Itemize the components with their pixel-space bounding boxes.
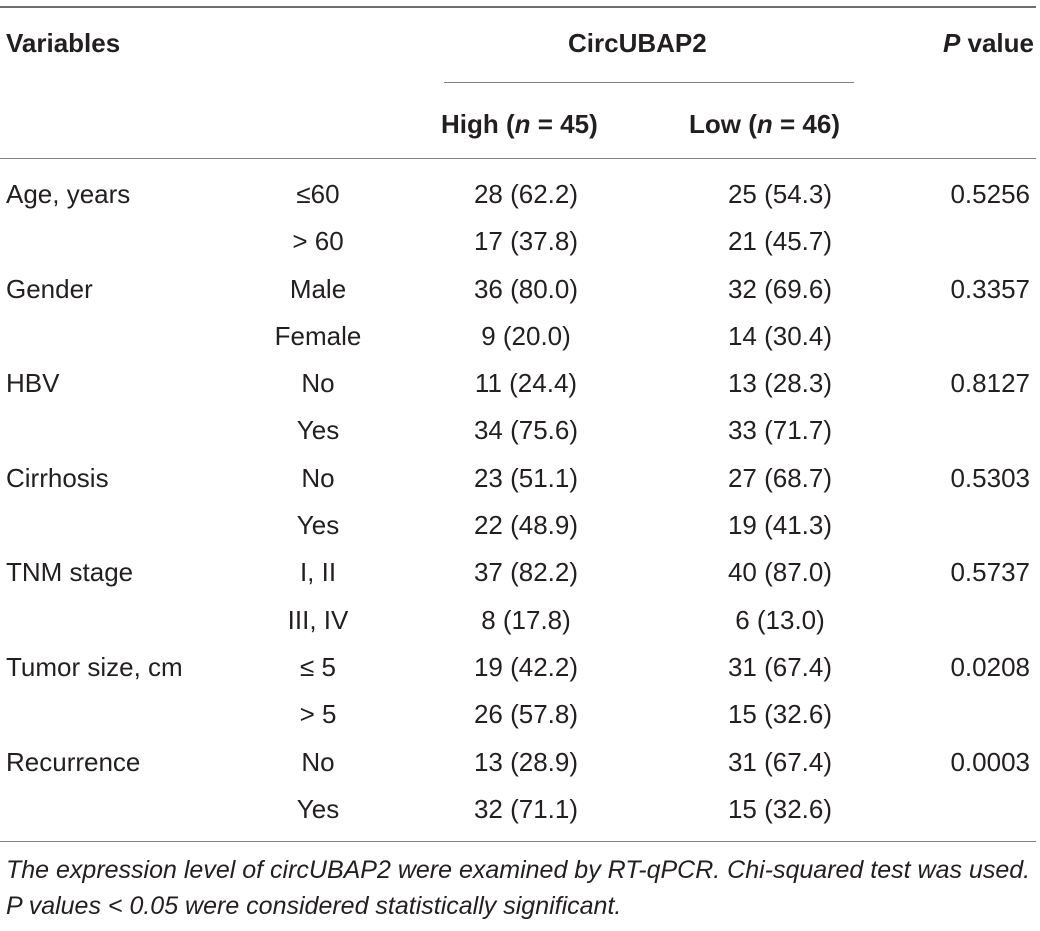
cell-high: 26 (57.8) (473, 699, 579, 730)
cell-variable: Tumor size, cm (6, 651, 183, 682)
low-suffix: = 46) (772, 109, 840, 139)
cell-p-value: 0.5737 (950, 557, 1030, 588)
cell-low: 25 (54.3) (727, 179, 833, 209)
cell-high: 32 (71.1) (473, 793, 579, 824)
table-row: III, IV 8 (17.8) 6 (13.0) (0, 597, 1040, 644)
header-p-value: P value (943, 28, 1034, 58)
cell-low: 13 (28.3) (727, 368, 833, 399)
cell-high: 37 (82.2) (473, 557, 579, 588)
cell-high: 22 (48.9) (473, 510, 579, 541)
cell-variable: Cirrhosis (6, 462, 109, 493)
cell-high: 19 (42.2) (473, 651, 579, 682)
cell-subgroup: Yes (296, 510, 340, 541)
cell-high: 8 (17.8) (481, 604, 571, 635)
cell-variable: Recurrence (6, 746, 141, 777)
cell-low: 27 (68.7) (727, 462, 833, 493)
cell-variable: HBV (6, 368, 60, 399)
cell-high: 28 (62.2) (473, 179, 579, 209)
cell-subgroup: No (301, 368, 335, 399)
table-row: Yes 34 (75.6) 33 (71.7) (0, 407, 1040, 454)
cell-variable: Age, years (6, 179, 131, 209)
cell-subgroup: ≤60 (296, 179, 340, 209)
cell-subgroup: Yes (296, 793, 340, 824)
header-high: High (n = 45) (441, 109, 598, 139)
header-rule (0, 158, 1036, 159)
cell-low: 33 (71.7) (727, 415, 833, 446)
table-row: > 60 17 (37.8) 21 (45.7) (0, 218, 1040, 265)
p-italic: P (942, 28, 961, 58)
table-row: Yes 32 (71.1) 15 (32.6) (0, 786, 1040, 833)
cell-low: 15 (32.6) (727, 793, 833, 824)
cell-high: 17 (37.8) (473, 226, 579, 257)
high-suffix: = 45) (530, 109, 598, 139)
cell-low: 6 (13.0) (735, 604, 825, 635)
table-row: Cirrhosis No 23 (51.1) 27 (68.7) 0.5303 (0, 455, 1040, 502)
cell-subgroup: Male (289, 273, 347, 304)
table-row: Female 9 (20.0) 14 (30.4) (0, 313, 1040, 360)
cell-subgroup: ≤ 5 (300, 651, 336, 682)
cell-subgroup: I, II (299, 557, 337, 588)
cell-p-value: 0.0208 (950, 651, 1030, 682)
cell-low: 15 (32.6) (727, 699, 833, 730)
cell-variable: Gender (6, 273, 93, 304)
cell-low: 14 (30.4) (727, 320, 833, 351)
cell-subgroup: No (301, 462, 335, 493)
cell-low: 19 (41.3) (727, 510, 833, 541)
cell-p-value: 0.0003 (950, 746, 1030, 777)
p-rest: value (960, 28, 1035, 58)
high-n: n (514, 109, 531, 139)
table-body: Age, years ≤60 28 (62.2) 25 (54.3) 0.525… (0, 171, 1040, 833)
cell-p-value: 0.8127 (950, 368, 1030, 399)
cell-p-value: 0.5256 (950, 179, 1030, 209)
bottom-rule (0, 841, 1036, 842)
table-row: TNM stage I, II 37 (82.2) 40 (87.0) 0.57… (0, 549, 1040, 596)
table-row: Gender Male 36 (80.0) 32 (69.6) 0.3357 (0, 266, 1040, 313)
table-row: Age, years ≤60 28 (62.2) 25 (54.3) 0.525… (0, 171, 1040, 218)
top-rule (0, 6, 1036, 8)
cell-low: 40 (87.0) (727, 557, 833, 588)
table-row: > 5 26 (57.8) 15 (32.6) (0, 691, 1040, 738)
cell-subgroup: Female (274, 320, 362, 351)
cell-p-value: 0.5303 (950, 462, 1030, 493)
low-n: n (756, 109, 773, 139)
table-row: Yes 22 (48.9) 19 (41.3) (0, 502, 1040, 549)
low-prefix: Low ( (689, 109, 757, 139)
cell-low: 31 (67.4) (727, 746, 833, 777)
high-prefix: High ( (441, 109, 515, 139)
cell-subgroup: > 60 (292, 226, 344, 257)
cell-high: 13 (28.9) (473, 746, 579, 777)
cell-subgroup: Yes (296, 415, 340, 446)
cell-high: 36 (80.0) (473, 273, 579, 304)
table-footnote: The expression level of circUBAP2 were e… (6, 856, 1031, 920)
cell-p-value: 0.3357 (950, 273, 1030, 304)
cell-low: 31 (67.4) (727, 651, 833, 682)
cell-variable: TNM stage (6, 557, 134, 588)
cell-high: 23 (51.1) (473, 462, 579, 493)
header-variables: Variables (6, 28, 121, 58)
group-rule (444, 82, 854, 83)
cell-subgroup: > 5 (299, 699, 337, 730)
cell-subgroup: III, IV (287, 604, 349, 635)
table-row: Tumor size, cm ≤ 5 19 (42.2) 31 (67.4) 0… (0, 644, 1040, 691)
header-low: Low (n = 46) (689, 109, 840, 139)
cell-subgroup: No (301, 746, 335, 777)
table-row: Recurrence No 13 (28.9) 31 (67.4) 0.0003 (0, 739, 1040, 786)
table-row: HBV No 11 (24.4) 13 (28.3) 0.8127 (0, 360, 1040, 407)
cell-high: 9 (20.0) (481, 320, 571, 351)
cell-low: 21 (45.7) (727, 226, 833, 257)
cell-low: 32 (69.6) (727, 273, 833, 304)
cell-high: 34 (75.6) (473, 415, 579, 446)
cell-high: 11 (24.4) (474, 368, 578, 399)
header-circubap2: CircUBAP2 (568, 28, 707, 58)
